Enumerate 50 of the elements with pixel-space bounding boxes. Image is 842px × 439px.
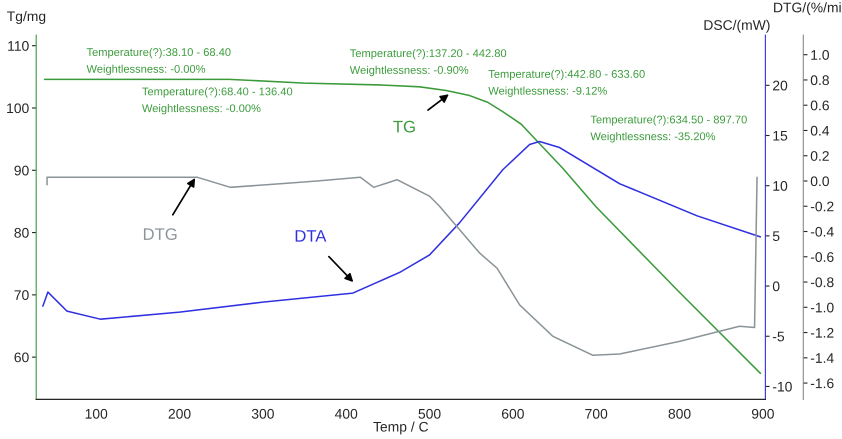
text: DTG (144, 228, 177, 240)
x-tick-label: 400 (334, 408, 358, 419)
x-tick-label: 700 (585, 408, 608, 419)
x-tick-label: 200 (168, 408, 191, 419)
y3-tick-label: -1.0 (810, 302, 834, 312)
y3-tick-label: -1.6 (810, 378, 834, 388)
x-tick-label: 600 (502, 408, 524, 419)
y3-tick-label: 0.8 (810, 75, 829, 86)
y3-tick-label: -1.2 (810, 328, 834, 338)
x-tick-label: 300 (252, 408, 274, 419)
annotation: Temperature(?):634.50 - 897.70 Weightlessness: -35.20% (590, 115, 747, 142)
y2-tick-label: -5 (772, 332, 784, 342)
y3-tick-label: -0.8 (810, 277, 834, 288)
y2-tick-label: 10 (773, 181, 788, 191)
y3-tick-label: -1.4 (810, 353, 834, 363)
y-axis-title: Tg/mg (7, 10, 46, 24)
x-axis-title: Temp / C (373, 421, 428, 434)
line-series (44, 78, 762, 374)
text: DTA (296, 230, 326, 242)
line-series (42, 140, 762, 320)
text: TG (393, 120, 415, 133)
x-tick-label: 900 (752, 408, 774, 419)
y3-axis-title: DTG/(%/mi (774, 2, 841, 16)
y2-axis-title: DSC/(mW) (704, 20, 770, 33)
y3-tick-label: -0.6 (810, 252, 834, 262)
y-tick-label: 80 (14, 228, 29, 238)
y-tick-label: 110 (8, 41, 29, 51)
y2-tick-label: -10 (772, 382, 792, 392)
y3-tick-label: 0.2 (810, 151, 829, 161)
y-tick-label: 70 (14, 290, 29, 300)
y-tick-label: 100 (7, 103, 29, 114)
x-tick-label: 800 (668, 408, 691, 419)
y2-tick-label: 0 (772, 281, 780, 292)
y3-tick-label: 0.0 (810, 176, 830, 186)
y3-tick-label: 1.0 (811, 50, 830, 60)
annotation: Temperature(?):38.10 - 68.40 Weightlessness: -0.00% (86, 48, 231, 76)
y3-tick-label: -0.4 (810, 226, 834, 237)
annotation: Temperature(?):442.80 - 633.60 Weightlessness: -9.12% (488, 70, 645, 97)
y-tick-label: 60 (14, 352, 29, 362)
x-tick-label: 100 (86, 408, 108, 419)
annotation: Temperature(?):68.40 - 136.40 Weightlessness: -0.00% (142, 87, 292, 114)
x-tick-label: 500 (418, 408, 441, 419)
y3-tick-label: 0.6 (810, 100, 829, 110)
y2-tick-label: 20 (773, 80, 788, 90)
y3-tick-label: -0.2 (810, 202, 834, 212)
y2-tick-label: 5 (772, 231, 780, 242)
line-series (46, 176, 758, 356)
y-tick-label: 90 (14, 166, 29, 176)
y2-tick-label: 15 (773, 130, 788, 141)
y3-tick-label: 0.4 (810, 126, 830, 136)
